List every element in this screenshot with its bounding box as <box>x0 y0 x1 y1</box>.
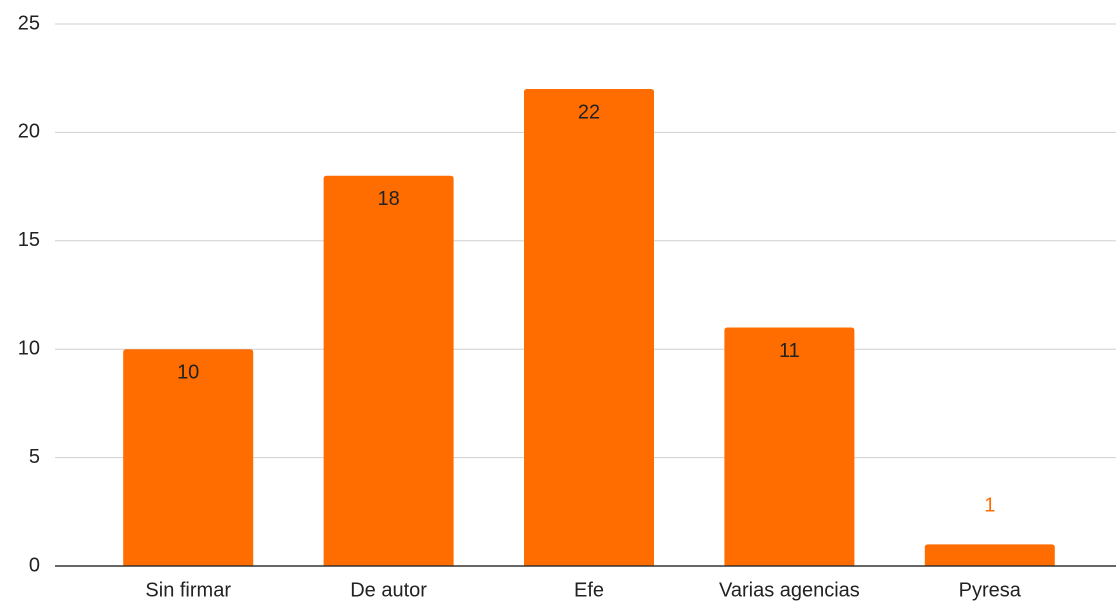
y-tick-label: 25 <box>18 12 40 34</box>
y-tick-label: 5 <box>29 446 40 468</box>
x-tick-label: Efe <box>574 579 604 601</box>
data-label: 11 <box>779 340 800 362</box>
bar <box>323 175 454 566</box>
y-tick-label: 10 <box>18 337 40 359</box>
data-label: 10 <box>177 361 199 383</box>
y-tick-label: 0 <box>29 554 40 576</box>
x-tick-label: Varias agencias <box>719 579 860 601</box>
data-label: 22 <box>578 101 600 123</box>
x-tick-label: Sin firmar <box>145 579 231 601</box>
bar <box>123 349 254 566</box>
y-tick-label: 20 <box>18 121 40 143</box>
x-tick-label: Pyresa <box>959 579 1022 601</box>
data-label: 18 <box>377 188 399 210</box>
bar <box>724 327 855 566</box>
data-label: 1 <box>984 495 995 517</box>
y-tick-label: 15 <box>18 229 40 251</box>
x-tick-label: De autor <box>350 579 427 601</box>
bar <box>924 544 1055 566</box>
bar <box>524 89 654 566</box>
